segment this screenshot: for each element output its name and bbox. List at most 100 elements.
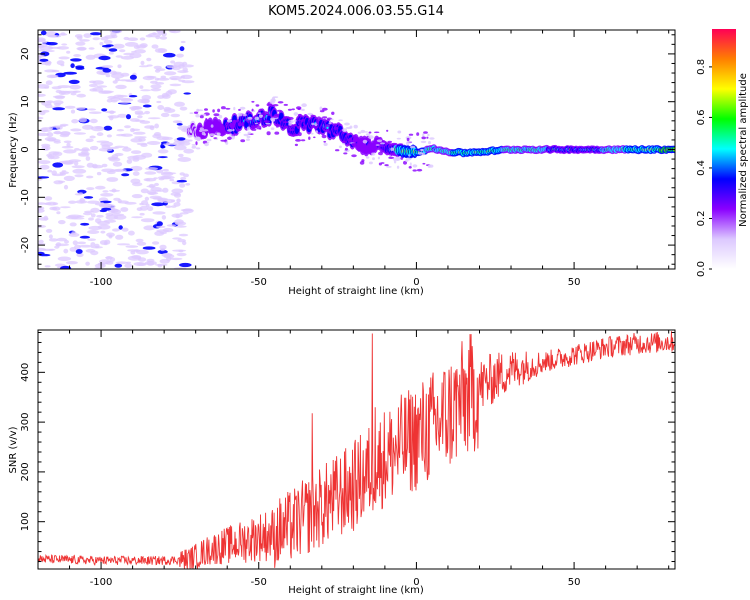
noise-blob	[105, 261, 114, 265]
ridge-fuzz	[217, 108, 221, 113]
ridge-fuzz	[321, 107, 328, 111]
ridge-fuzz	[371, 152, 376, 156]
snr-series-line	[38, 331, 675, 569]
noise-blob	[46, 132, 54, 138]
noise-blob	[113, 214, 127, 220]
noise-blob	[179, 106, 188, 111]
noise-blob	[141, 94, 152, 101]
noise-blob	[63, 248, 69, 254]
ridge-fuzz	[291, 108, 296, 111]
noise-blob	[176, 123, 183, 126]
noise-blob	[157, 197, 169, 201]
noise-blob	[109, 30, 123, 34]
noise-blob	[157, 149, 169, 154]
noise-blob	[88, 47, 95, 50]
noise-blob	[154, 77, 160, 81]
ridge-fuzz	[405, 159, 409, 162]
noise-blob	[60, 265, 72, 269]
noise-blob	[179, 183, 186, 188]
ridge-fuzz	[251, 125, 254, 128]
noise-blob	[139, 85, 144, 89]
ridge-fuzz	[319, 106, 323, 111]
noise-blob	[154, 48, 166, 53]
noise-blob	[146, 261, 155, 266]
y-tick-label: -20	[20, 237, 31, 253]
noise-blob	[92, 87, 104, 92]
noise-blob	[75, 66, 85, 70]
noise-blob	[181, 64, 194, 68]
ridge-fuzz	[266, 103, 270, 106]
noise-blob	[39, 164, 50, 170]
noise-blob	[176, 252, 187, 257]
noise-blob	[136, 207, 143, 212]
noise-blob	[180, 40, 186, 44]
noise-blob	[108, 48, 118, 52]
noise-blob	[102, 68, 112, 73]
noise-blob	[45, 228, 53, 233]
noise-blob	[46, 100, 54, 104]
ridge-fuzz	[423, 131, 428, 134]
ridge-fuzz	[283, 116, 287, 119]
noise-blob	[39, 58, 49, 62]
ridge-fuzz	[302, 125, 307, 130]
noise-blob	[108, 189, 121, 192]
noise-blob	[38, 38, 46, 42]
noise-blob	[130, 165, 143, 172]
ridge-fuzz	[314, 123, 318, 127]
noise-blob	[85, 138, 94, 143]
noise-blob	[117, 64, 122, 69]
noise-blob	[169, 83, 182, 87]
ridge-fuzz	[197, 137, 201, 141]
ridge-fuzz	[329, 120, 331, 123]
noise-blob	[70, 109, 76, 114]
noise-blob	[101, 65, 114, 69]
noise-blob	[45, 80, 53, 85]
noise-blob	[134, 112, 145, 115]
noise-blob	[92, 163, 98, 169]
noise-blob	[98, 90, 112, 94]
ridge-fuzz	[296, 106, 302, 110]
noise-blob	[156, 30, 166, 33]
y-tick-label: 10	[20, 95, 31, 108]
noise-blob	[174, 145, 187, 151]
noise-blob	[76, 252, 84, 258]
noise-blob	[38, 208, 45, 213]
y-tick-label: 100	[20, 512, 31, 531]
ridge-fuzz	[338, 119, 343, 121]
noise-blob	[172, 237, 182, 240]
ridge-fuzz	[254, 122, 258, 125]
ridge-fuzz	[427, 133, 430, 137]
noise-blob	[124, 125, 131, 129]
noise-blob	[156, 77, 170, 81]
noise-blob	[41, 143, 51, 148]
ridge-fuzz	[409, 145, 416, 149]
ridge-fuzz	[342, 140, 347, 144]
noise-blob	[99, 203, 112, 207]
noise-blob	[135, 238, 144, 243]
noise-blob	[41, 109, 50, 113]
noise-blob	[180, 176, 187, 181]
noise-blob	[64, 90, 78, 94]
ridge-fuzz	[428, 141, 431, 145]
noise-blob	[106, 134, 112, 138]
noise-blob	[182, 67, 188, 73]
ridge-fuzz	[225, 107, 231, 110]
noise-blob	[78, 192, 83, 195]
noise-blob	[157, 156, 168, 159]
ridge-fuzz	[365, 156, 370, 159]
ridge-fuzz	[310, 114, 314, 118]
noise-blob	[81, 147, 90, 152]
noise-blob	[156, 100, 162, 104]
ridge-fuzz	[275, 125, 279, 128]
noise-blob	[73, 54, 81, 57]
noise-blob	[105, 256, 113, 259]
noise-blob	[57, 85, 71, 89]
noise-blob	[147, 190, 157, 196]
noise-blob	[171, 188, 184, 194]
x-tick-label: 0	[413, 577, 419, 588]
ridge-fuzz	[237, 112, 243, 117]
ridge-fuzz	[376, 139, 383, 143]
noise-blob	[160, 112, 170, 118]
ridge-fuzz	[204, 142, 210, 147]
noise-blob	[64, 105, 76, 109]
